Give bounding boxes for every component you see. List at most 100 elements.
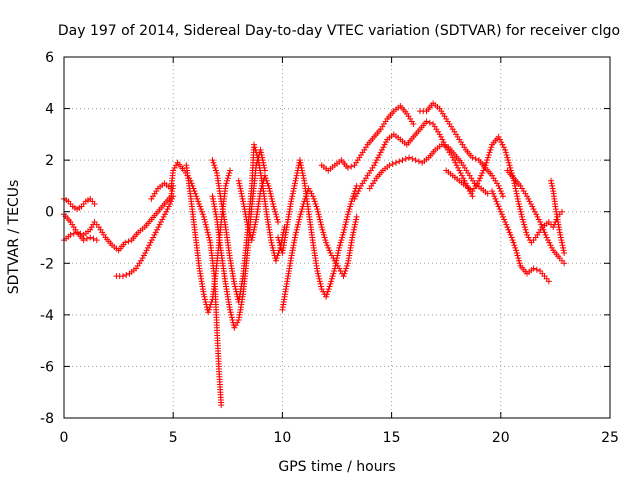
data-point: [503, 221, 510, 228]
data-point: [523, 229, 530, 236]
data-point: [253, 149, 260, 156]
y-tick-label: -2: [40, 256, 54, 272]
data-point: [275, 219, 282, 226]
data-point: [274, 252, 281, 259]
data-point: [147, 239, 154, 246]
data-point: [224, 175, 231, 182]
data-point: [237, 188, 244, 195]
data-point: [548, 180, 555, 187]
data-point: [87, 226, 94, 233]
data-point: [270, 203, 277, 210]
data-point: [302, 195, 309, 202]
data-point: [516, 203, 523, 210]
data-point: [297, 211, 304, 218]
data-point: [328, 252, 335, 259]
data-point: [340, 229, 347, 236]
data-point: [320, 229, 327, 236]
data-point: [150, 234, 157, 241]
data-point: [406, 154, 413, 161]
data-point: [475, 177, 482, 184]
data-point: [389, 161, 396, 168]
data-point: [274, 216, 281, 223]
data-point: [194, 195, 201, 202]
data-point: [321, 234, 328, 241]
data-point: [269, 244, 276, 251]
data-point: [399, 157, 406, 164]
data-point: [196, 200, 203, 207]
data-point: [561, 260, 568, 267]
data-point: [423, 118, 430, 125]
data-point: [508, 234, 515, 241]
data-point: [513, 247, 520, 254]
data-point: [347, 203, 354, 210]
data-point: [520, 219, 527, 226]
axis-ticks: 0 5 10 15 20 25 -8 -6 -4 -2 0 2 4 6: [40, 50, 619, 446]
data-point: [148, 237, 155, 244]
series-arc-p: [443, 133, 565, 246]
data-point: [91, 200, 98, 207]
data-point: [438, 141, 445, 148]
data-point: [453, 162, 460, 169]
data-point: [198, 208, 205, 215]
data-point: [123, 271, 130, 278]
data-point: [316, 213, 323, 220]
data-point: [202, 296, 209, 303]
data-point: [494, 200, 501, 207]
data-point: [208, 298, 215, 305]
data-point: [558, 208, 565, 215]
data-point: [339, 231, 346, 238]
data-point: [296, 157, 303, 164]
data-point: [547, 242, 554, 249]
series-arc-k: [279, 185, 360, 313]
data-point: [533, 266, 540, 273]
data-point: [501, 216, 508, 223]
data-point: [483, 159, 490, 166]
data-point: [315, 273, 322, 280]
data-point: [205, 231, 212, 238]
data-point: [318, 221, 325, 228]
data-point: [234, 319, 241, 326]
data-point: [232, 286, 239, 293]
data-point: [290, 188, 297, 195]
data-point: [252, 219, 259, 226]
data-point: [348, 198, 355, 205]
data-point: [316, 278, 323, 285]
data-point: [272, 257, 279, 264]
data-point: [492, 195, 499, 202]
data-point: [143, 247, 150, 254]
data-point: [527, 200, 534, 207]
data-point: [144, 244, 151, 251]
data-point: [457, 170, 464, 177]
data-point: [226, 167, 233, 174]
data-point: [228, 314, 235, 321]
series-arc-m: [351, 118, 476, 202]
data-point: [451, 157, 458, 164]
data-point: [344, 164, 351, 171]
data-point: [305, 185, 312, 192]
data-point: [206, 234, 213, 241]
data-point: [507, 231, 514, 238]
data-point: [309, 193, 316, 200]
data-point: [342, 268, 349, 275]
data-point: [298, 164, 305, 171]
data-point: [486, 149, 493, 156]
data-point: [159, 216, 166, 223]
data-point: [338, 237, 345, 244]
data-point: [498, 190, 505, 197]
data-point: [205, 309, 212, 316]
data-point: [499, 141, 506, 148]
data-point: [534, 213, 541, 220]
data-point: [218, 402, 225, 409]
data-point: [222, 182, 229, 189]
data-point: [237, 185, 244, 192]
data-point: [341, 270, 348, 277]
data-point: [524, 231, 531, 238]
data-point: [340, 273, 347, 280]
data-point: [122, 239, 129, 246]
y-tick-label: -6: [40, 359, 54, 375]
series-arc-f: [183, 162, 233, 316]
data-point: [512, 244, 519, 251]
data-point: [261, 172, 268, 179]
data-point: [264, 180, 271, 187]
data-point: [170, 193, 177, 200]
